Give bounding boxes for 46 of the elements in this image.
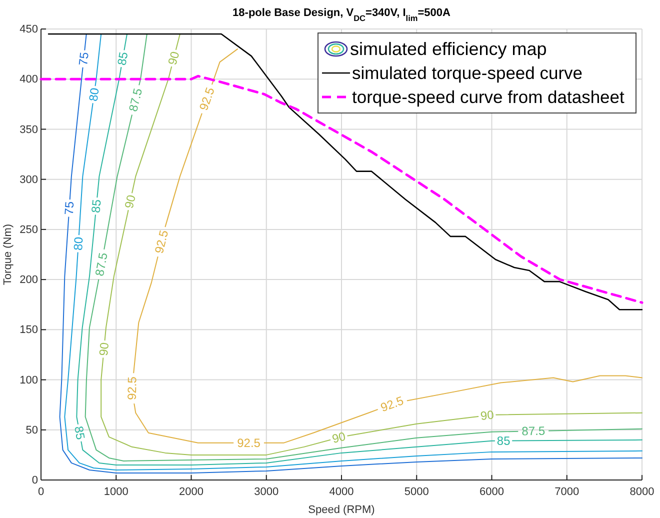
legend-label: torque-speed curve from datasheet	[352, 87, 625, 107]
text: 90	[330, 429, 348, 446]
text: 75	[76, 51, 92, 66]
x-tick-label: 5000	[404, 486, 429, 498]
text: 87.5	[92, 252, 110, 278]
text: 92.5	[196, 86, 218, 112]
text: 80	[70, 236, 86, 251]
text: 75	[62, 200, 77, 216]
text: 92.5	[378, 394, 406, 415]
x-tick-label: 8000	[630, 486, 654, 498]
x-tick-label: 6000	[480, 486, 504, 498]
y-tick-label: 300	[20, 174, 38, 186]
text: 85	[496, 434, 510, 448]
text: 92.5	[124, 376, 140, 400]
annotation: simulated efficiency map	[350, 39, 547, 59]
y-tick-label: 200	[20, 274, 38, 286]
x-tick-label: 4000	[329, 486, 354, 498]
text: 87.5	[126, 86, 146, 113]
y-tick-label: 250	[20, 224, 38, 236]
x-tick-label: 1000	[104, 486, 128, 498]
text: 80	[86, 87, 102, 102]
y-tick-label: 350	[20, 124, 38, 136]
x-tick-label: 7000	[554, 486, 580, 498]
y-tick-label: 400	[20, 74, 38, 86]
text: 90	[96, 342, 112, 356]
y-axis-title: Torque (Nm)	[2, 224, 14, 286]
y-tick-label: 150	[20, 324, 38, 336]
x-axis-title: Speed (RPM)	[308, 504, 375, 516]
x-tick-label: 2000	[179, 486, 204, 498]
text: 85	[114, 50, 131, 66]
legend-label: simulated torque-speed curve	[352, 63, 583, 83]
line-series	[48, 33, 643, 310]
chart-title: 18-pole Base Design, V$_{DC}$=340V, I$_{lim}$=500A	[232, 7, 450, 22]
y-tick-label: 0	[32, 474, 38, 487]
text: 90	[122, 193, 138, 210]
y-tick-label: 50	[26, 424, 38, 436]
x-tick-label: 3000	[254, 486, 279, 498]
text: 92.5	[152, 228, 172, 255]
series-label: 92.5	[237, 436, 261, 450]
text: 90	[165, 50, 182, 66]
y-tick-label: 450	[20, 24, 38, 36]
text: 85	[72, 425, 88, 441]
text: 85	[88, 198, 104, 214]
text: 90	[480, 408, 495, 424]
text: 87.5	[522, 424, 546, 438]
y-tick-label: 100	[20, 374, 38, 386]
